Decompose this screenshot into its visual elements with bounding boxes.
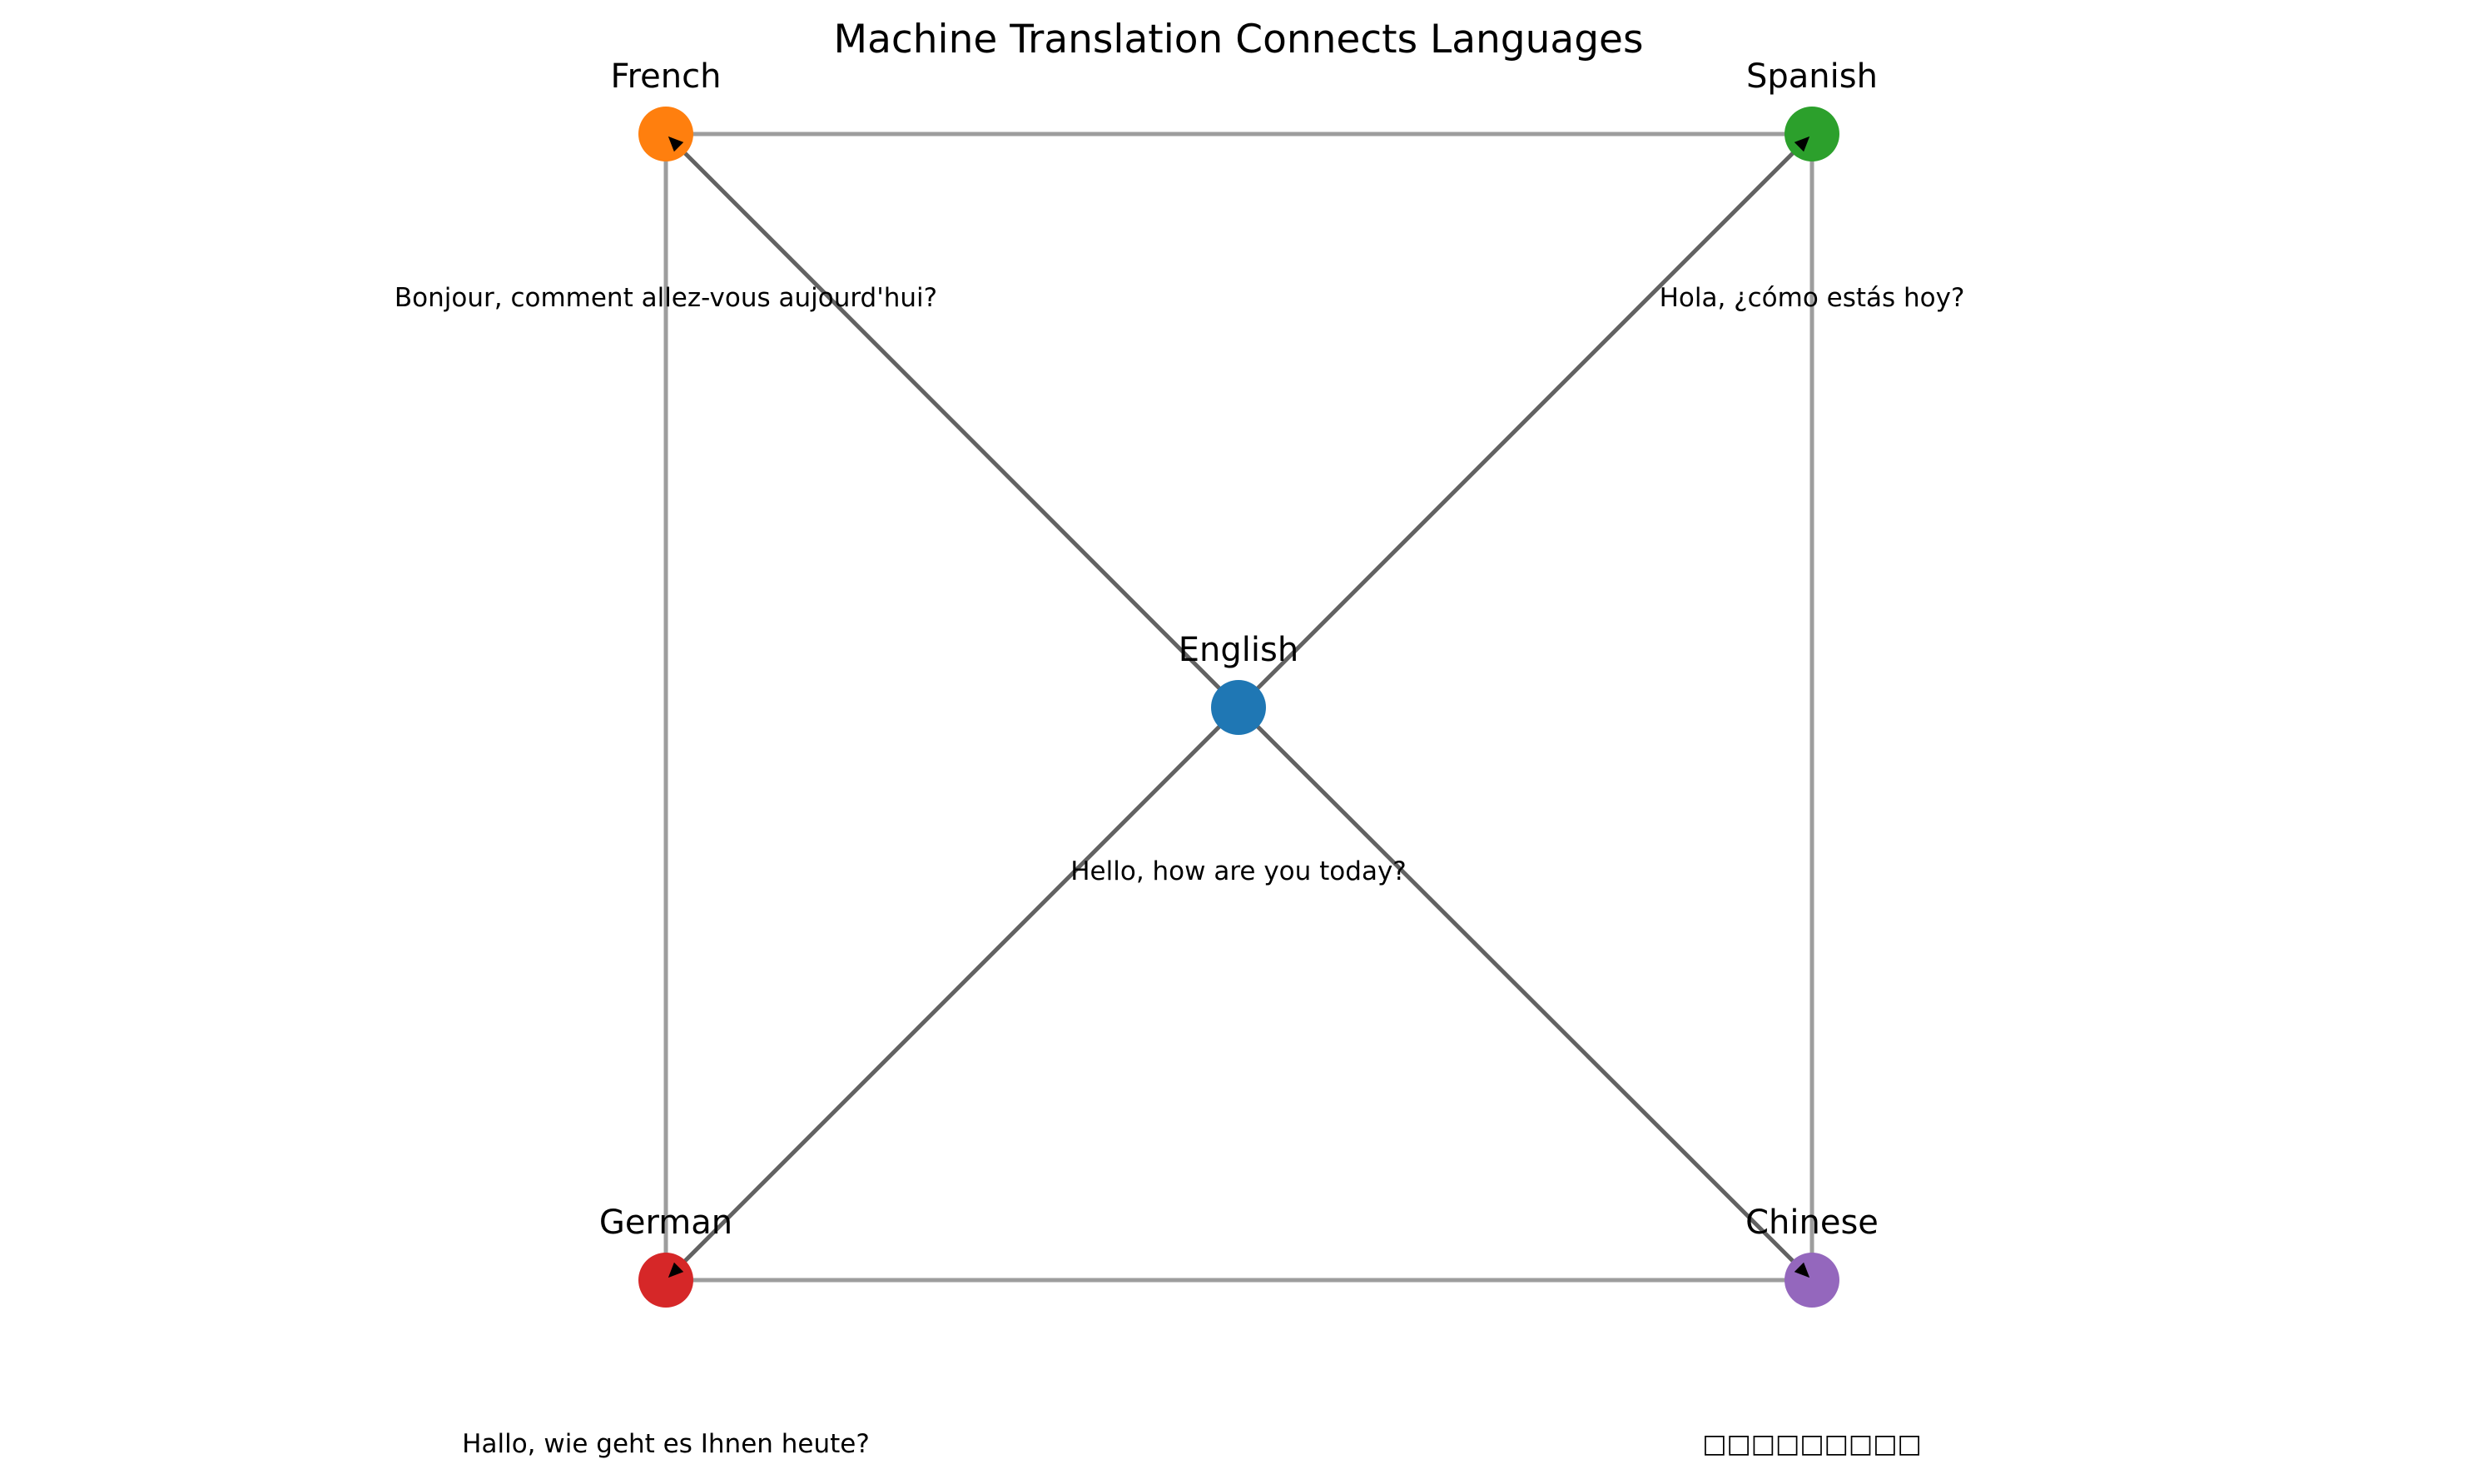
node-label-spanish: Spanish — [1746, 57, 1878, 96]
phrase-chinese: □□□□□□□□□ — [1702, 1429, 1922, 1459]
edge-english-spanish — [1237, 132, 1814, 709]
node-english — [1211, 680, 1266, 735]
phrase-french: Bonjour, comment allez-vous aujourd'hui? — [395, 283, 937, 313]
language-nodes — [638, 107, 1839, 1308]
node-label-german: German — [599, 1204, 732, 1242]
arrowhead-spanish — [1794, 136, 1810, 152]
edge-english-french — [664, 132, 1240, 709]
arrowhead-french — [668, 136, 684, 152]
node-spanish — [1785, 107, 1839, 161]
diagram-title: Machine Translation Connects Languages — [834, 17, 1644, 62]
node-label-french: French — [611, 57, 722, 96]
language-labels: English Hello, how are you today? French Bo… — [395, 57, 1965, 1459]
arrowhead-chinese — [1794, 1262, 1810, 1278]
edge-english-german — [664, 706, 1240, 1282]
phrase-german: Hallo, wie geht es Ihnen heute? — [462, 1429, 870, 1459]
node-german — [638, 1253, 693, 1308]
node-chinese — [1785, 1253, 1839, 1308]
phrase-english: Hello, how are you today? — [1070, 856, 1407, 886]
arrowhead-german — [668, 1262, 684, 1278]
phrase-spanish: Hola, ¿cómo estás hoy? — [1660, 283, 1965, 313]
node-french — [638, 107, 693, 161]
edge-english-chinese — [1237, 706, 1814, 1282]
node-label-english: English — [1179, 631, 1298, 669]
node-label-chinese: Chinese — [1745, 1204, 1879, 1242]
direct-edges — [664, 132, 1814, 1282]
outer-edges — [663, 132, 1814, 1283]
